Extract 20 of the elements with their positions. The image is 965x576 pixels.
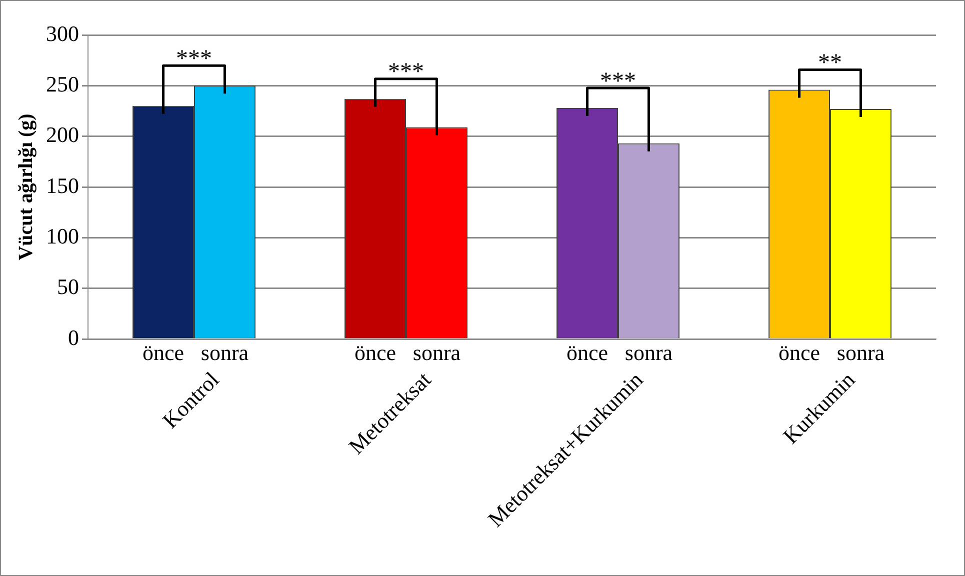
text: sonra [412, 340, 461, 365]
y-tick-label: 100 [46, 223, 79, 248]
annotation: ** [818, 50, 842, 76]
y-tick-label: 200 [46, 122, 79, 148]
series-label: önce [142, 340, 184, 365]
text: önce [354, 340, 396, 365]
text: önce [566, 340, 608, 365]
y-tick-label: 300 [46, 20, 79, 46]
text: sonra [836, 340, 885, 365]
y-axis-title: Vücut ağırlığı (g) [15, 114, 38, 260]
annotation: *** [388, 59, 424, 86]
series-label: sonra [200, 340, 249, 365]
y-tick-label: 250 [46, 71, 79, 96]
annotation: *** [176, 46, 212, 72]
y-tick-label: 50 [57, 274, 79, 300]
y-tick-label: 0 [68, 324, 79, 350]
text: önce [778, 340, 820, 365]
text: sonra [624, 340, 673, 365]
annotation: *** [600, 68, 636, 94]
y-tick-label: 150 [46, 172, 79, 198]
